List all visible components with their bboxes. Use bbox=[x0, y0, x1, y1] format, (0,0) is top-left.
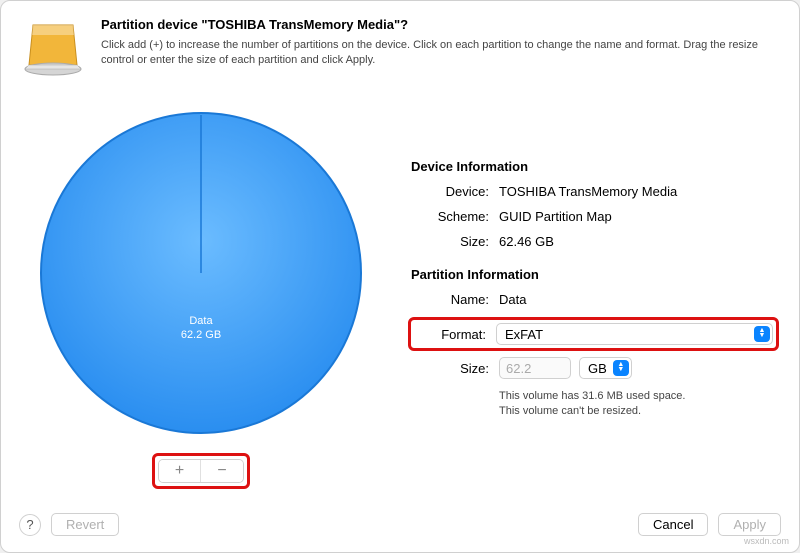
dialog-subtitle: Click add (+) to increase the number of … bbox=[101, 38, 779, 69]
note-line-2: This volume can't be resized. bbox=[499, 404, 779, 419]
remove-partition-button[interactable]: − bbox=[201, 460, 243, 482]
partition-note: This volume has 31.6 MB used space. This… bbox=[499, 389, 779, 420]
device-value: TOSHIBA TransMemory Media bbox=[499, 184, 779, 199]
help-button[interactable]: ? bbox=[19, 514, 41, 536]
apply-button[interactable]: Apply bbox=[718, 513, 781, 536]
partition-size-input bbox=[499, 357, 571, 379]
add-remove-control: + − bbox=[158, 459, 244, 483]
watermark: wsxdn.com bbox=[744, 536, 789, 546]
device-size-row: Size: 62.46 GB bbox=[411, 234, 779, 249]
add-remove-highlight: + − bbox=[152, 453, 250, 489]
format-value: ExFAT bbox=[505, 327, 754, 342]
pie-column: Data 62.2 GB + − bbox=[21, 93, 381, 501]
format-select[interactable]: ExFAT ▲▼ bbox=[496, 323, 773, 345]
pie-slice-name: Data bbox=[181, 314, 221, 328]
device-size-label: Size: bbox=[411, 234, 489, 249]
cancel-button[interactable]: Cancel bbox=[638, 513, 708, 536]
select-arrows-icon: ▲▼ bbox=[613, 360, 629, 376]
partition-size-label: Size: bbox=[411, 361, 489, 376]
partition-pie[interactable]: Data 62.2 GB bbox=[31, 103, 371, 443]
device-info-heading: Device Information bbox=[411, 159, 779, 174]
size-unit-value: GB bbox=[588, 361, 607, 376]
scheme-label: Scheme: bbox=[411, 209, 489, 224]
add-partition-button[interactable]: + bbox=[159, 460, 201, 482]
scheme-row: Scheme: GUID Partition Map bbox=[411, 209, 779, 224]
dialog-footer: ? Revert Cancel Apply bbox=[1, 501, 799, 552]
partition-info-heading: Partition Information bbox=[411, 267, 779, 282]
pie-slice-size: 62.2 GB bbox=[181, 328, 221, 342]
device-row: Device: TOSHIBA TransMemory Media bbox=[411, 184, 779, 199]
note-line-1: This volume has 31.6 MB used space. bbox=[499, 389, 779, 404]
select-arrows-icon: ▲▼ bbox=[754, 326, 770, 342]
partition-name-input[interactable] bbox=[499, 292, 779, 307]
info-column: Device Information Device: TOSHIBA Trans… bbox=[411, 93, 779, 501]
device-size-value: 62.46 GB bbox=[499, 234, 779, 249]
name-label: Name: bbox=[411, 292, 489, 307]
format-row: Format: ExFAT ▲▼ bbox=[414, 323, 773, 345]
format-label: Format: bbox=[414, 327, 486, 342]
partition-size-row: Size: GB ▲▼ bbox=[411, 357, 779, 379]
pie-slice-label: Data 62.2 GB bbox=[181, 314, 221, 343]
partition-dialog: Partition device "TOSHIBA TransMemory Me… bbox=[0, 0, 800, 553]
size-unit-select[interactable]: GB ▲▼ bbox=[579, 357, 632, 379]
main-content: Data 62.2 GB + − Device Information Devi… bbox=[1, 93, 799, 501]
scheme-value: GUID Partition Map bbox=[499, 209, 779, 224]
revert-button[interactable]: Revert bbox=[51, 513, 119, 536]
name-row: Name: bbox=[411, 292, 779, 307]
external-drive-icon bbox=[21, 17, 85, 81]
format-highlight: Format: ExFAT ▲▼ bbox=[408, 317, 779, 351]
dialog-header: Partition device "TOSHIBA TransMemory Me… bbox=[1, 1, 799, 93]
device-label: Device: bbox=[411, 184, 489, 199]
dialog-title: Partition device "TOSHIBA TransMemory Me… bbox=[101, 17, 779, 32]
